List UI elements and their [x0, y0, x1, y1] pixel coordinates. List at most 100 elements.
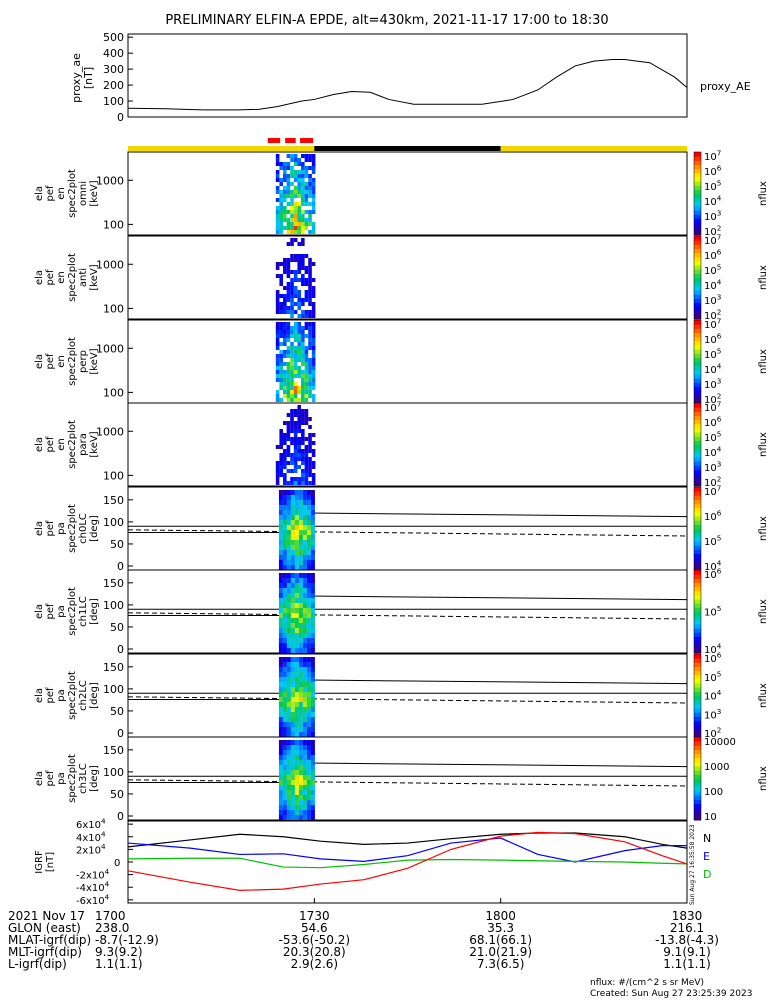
spec-pixel	[311, 226, 316, 230]
spec-pixel	[290, 815, 295, 820]
colorbar-tick-label: 105	[704, 534, 721, 549]
spec-pixel	[304, 354, 309, 358]
spec-pixel	[286, 525, 291, 530]
spec-pixel	[294, 697, 299, 702]
colorbar-segment	[694, 197, 701, 203]
spec-ytick-label: 1000	[96, 425, 124, 438]
spec-pixel	[297, 429, 302, 433]
spec-pixel	[290, 535, 295, 540]
spec-pixel	[301, 170, 305, 174]
colorbar-segment	[694, 306, 701, 312]
colorbar-segment	[694, 294, 701, 299]
colorbar-segment	[694, 172, 701, 178]
spec-pixel	[278, 505, 283, 510]
spec-pixel	[290, 314, 294, 318]
spec-pixel	[282, 727, 287, 732]
spec-pixel	[279, 334, 284, 338]
colorbar-segment	[694, 815, 701, 821]
spec-pixel	[290, 593, 295, 598]
spec-pixel	[278, 613, 283, 618]
spec-pixel	[290, 457, 294, 461]
spec-pixel	[304, 437, 309, 441]
colorbar-segment	[694, 520, 701, 525]
spec-pixel	[279, 322, 284, 326]
spec-ytick-label: 50	[110, 538, 124, 551]
spec-pixel	[304, 334, 309, 338]
spec-pixel	[304, 453, 309, 457]
spec-pixel	[297, 346, 302, 350]
spec-pixel	[286, 326, 291, 330]
spec-pixel	[283, 286, 287, 290]
spec-pixel	[282, 505, 287, 510]
spec-pixel	[308, 290, 312, 294]
spec-pixel	[301, 394, 305, 398]
spec-ytick-label: 1000	[96, 258, 124, 271]
spec-pixel	[310, 613, 315, 618]
spec-pixel	[301, 186, 305, 190]
spec-pixel	[302, 697, 307, 702]
spec-pixel	[298, 657, 303, 662]
spec-pixel	[290, 770, 295, 775]
spec-pixel	[302, 555, 307, 560]
spec-pixel	[310, 667, 315, 672]
spec-pixel	[302, 500, 307, 505]
spec-pixel	[290, 795, 295, 800]
spec-pixel	[282, 790, 287, 795]
spec-pixel	[275, 174, 280, 178]
spec-pixel	[293, 441, 298, 445]
spec-pixel	[282, 732, 287, 737]
igrf-ytick-label: 0	[114, 858, 120, 869]
colorbar-segment	[694, 499, 701, 505]
colorbar-segment	[694, 586, 701, 592]
spec-pixel	[283, 306, 287, 310]
spec-pixel	[297, 425, 302, 429]
colorbar-segment	[694, 687, 701, 692]
spec-pixel	[290, 810, 295, 815]
spec-pixel	[301, 230, 305, 234]
spec-pixel	[290, 692, 295, 697]
spec-pixel	[278, 578, 283, 583]
spec-pixel	[298, 565, 303, 570]
spec-pixel	[306, 583, 311, 588]
spec-pixel	[286, 540, 291, 545]
spec-pixel	[293, 202, 298, 206]
spec-pixel	[311, 338, 316, 342]
spec-pixel	[311, 182, 316, 186]
colorbar-segment	[694, 536, 701, 542]
spec-pixel	[294, 588, 299, 593]
spec-pixel	[298, 545, 303, 550]
spec-pixel	[311, 358, 316, 362]
spec-pixel	[297, 449, 302, 453]
colorbar-segment	[694, 390, 701, 396]
ephem-row-label: GLON (east)	[8, 921, 81, 935]
spec-pixel	[275, 370, 280, 374]
spec-pixel	[279, 366, 284, 370]
spec-pixel	[293, 433, 298, 437]
spec-pixel	[286, 545, 291, 550]
spec-pixel	[286, 154, 291, 158]
colorbar-segment	[694, 741, 701, 746]
spec-pixel	[282, 520, 287, 525]
spec-pixel	[301, 274, 305, 278]
colorbar-segment	[694, 244, 701, 249]
anti-loss-cone-line	[308, 762, 688, 768]
spec-pixel	[282, 588, 287, 593]
spec-pixel	[306, 495, 311, 500]
spec-pixel	[306, 697, 311, 702]
spec-pixel	[279, 274, 284, 278]
spec-pixel	[293, 437, 298, 441]
spec-pixel	[301, 370, 305, 374]
spec-pixel	[290, 510, 295, 515]
spec-pixel	[311, 206, 316, 210]
science-zone-mark	[267, 138, 281, 143]
spec-pixel	[297, 222, 302, 226]
colorbar-segment	[694, 640, 701, 646]
spec-pixel	[297, 366, 302, 370]
spec-pixel	[294, 555, 299, 560]
spec-pixel	[301, 254, 305, 258]
spec-pixel	[308, 166, 312, 170]
spec-pixel	[302, 520, 307, 525]
spec-pixel	[301, 477, 305, 481]
spec-pixel	[301, 417, 305, 421]
spec-pixel	[302, 565, 307, 570]
